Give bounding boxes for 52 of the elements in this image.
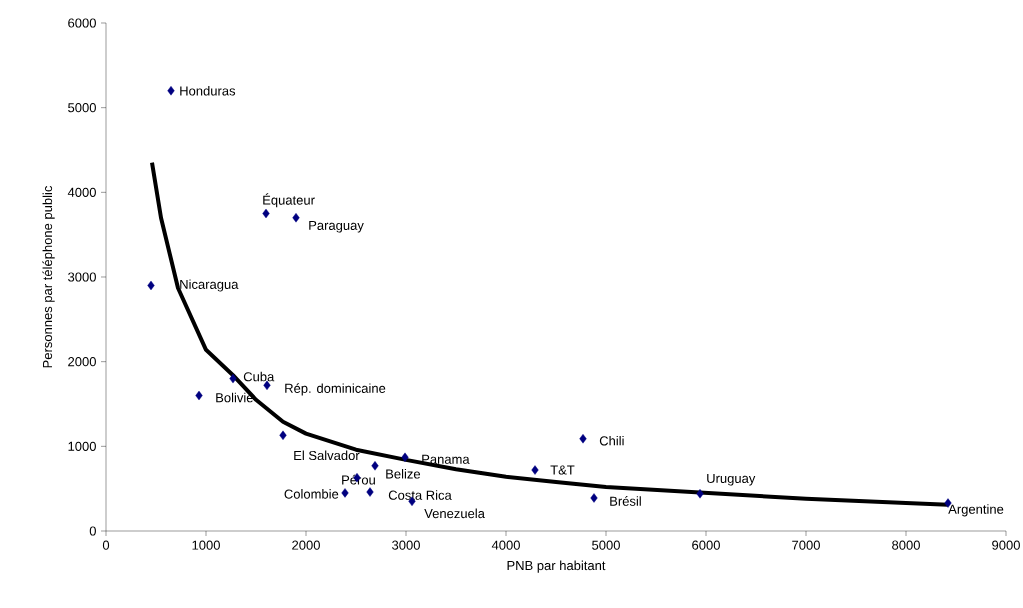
point bbox=[147, 280, 155, 291]
annotation: Panama bbox=[422, 454, 470, 464]
x-tick-label: 1000 bbox=[192, 540, 220, 550]
x-tick-label: 8000 bbox=[892, 540, 920, 550]
point bbox=[579, 434, 587, 444]
annotation: Cuba bbox=[243, 371, 275, 382]
point bbox=[531, 465, 539, 475]
point bbox=[279, 430, 287, 441]
x-tick-label: 7000 bbox=[792, 540, 820, 550]
y-tick-label: 2000 bbox=[68, 357, 96, 367]
x-tick-label: 4000 bbox=[491, 540, 520, 550]
x-tick-label: 3000 bbox=[392, 540, 420, 550]
point bbox=[292, 213, 300, 223]
y-tick-label: 5000 bbox=[68, 103, 96, 113]
y-tick-label: 4000 bbox=[67, 187, 96, 197]
annotation: Argentine bbox=[948, 504, 1004, 517]
annotation: Rép. dominicaine bbox=[285, 383, 386, 396]
x-tick-label: 5000 bbox=[592, 540, 620, 550]
point bbox=[371, 461, 379, 471]
y-tick-label: 3000 bbox=[68, 272, 96, 282]
y-tick-label: 6000 bbox=[68, 18, 96, 28]
annotation: Paraguay bbox=[309, 220, 364, 233]
x-tick-label: 0 bbox=[102, 540, 110, 550]
annotation: T&T bbox=[550, 465, 575, 475]
y-axis-title: Personnes par téléphone public bbox=[42, 185, 55, 368]
annotation: Belize bbox=[386, 469, 421, 479]
annotation: Brésil bbox=[610, 496, 641, 506]
point bbox=[401, 452, 409, 463]
x-tick-label: 6000 bbox=[692, 540, 720, 550]
annotation: Costa Rica bbox=[388, 490, 452, 500]
x-tick-label: 2000 bbox=[292, 540, 320, 550]
x-axis-title: PNB par habitant bbox=[507, 560, 606, 573]
annotation: Équateur bbox=[263, 193, 315, 208]
annotation: Honduras bbox=[180, 85, 236, 96]
point bbox=[696, 489, 704, 499]
point bbox=[590, 493, 598, 503]
y-tick-label: 0 bbox=[89, 526, 96, 536]
annotation: Venezuela bbox=[424, 508, 485, 519]
annotation: Nicaragua bbox=[180, 279, 239, 292]
annotation: Uruguay bbox=[707, 473, 756, 486]
x-tick-label: 9000 bbox=[992, 540, 1020, 550]
annotation: Colombie bbox=[284, 489, 339, 499]
point bbox=[366, 487, 374, 497]
y-tick-label: 1000 bbox=[68, 441, 96, 451]
point bbox=[167, 86, 175, 96]
point bbox=[195, 390, 203, 401]
point bbox=[262, 208, 270, 219]
point bbox=[229, 373, 237, 384]
annotation: El Salvador bbox=[294, 450, 360, 461]
annotation: Pérou bbox=[342, 474, 375, 485]
point bbox=[341, 488, 349, 498]
annotation: Chili bbox=[599, 435, 624, 446]
